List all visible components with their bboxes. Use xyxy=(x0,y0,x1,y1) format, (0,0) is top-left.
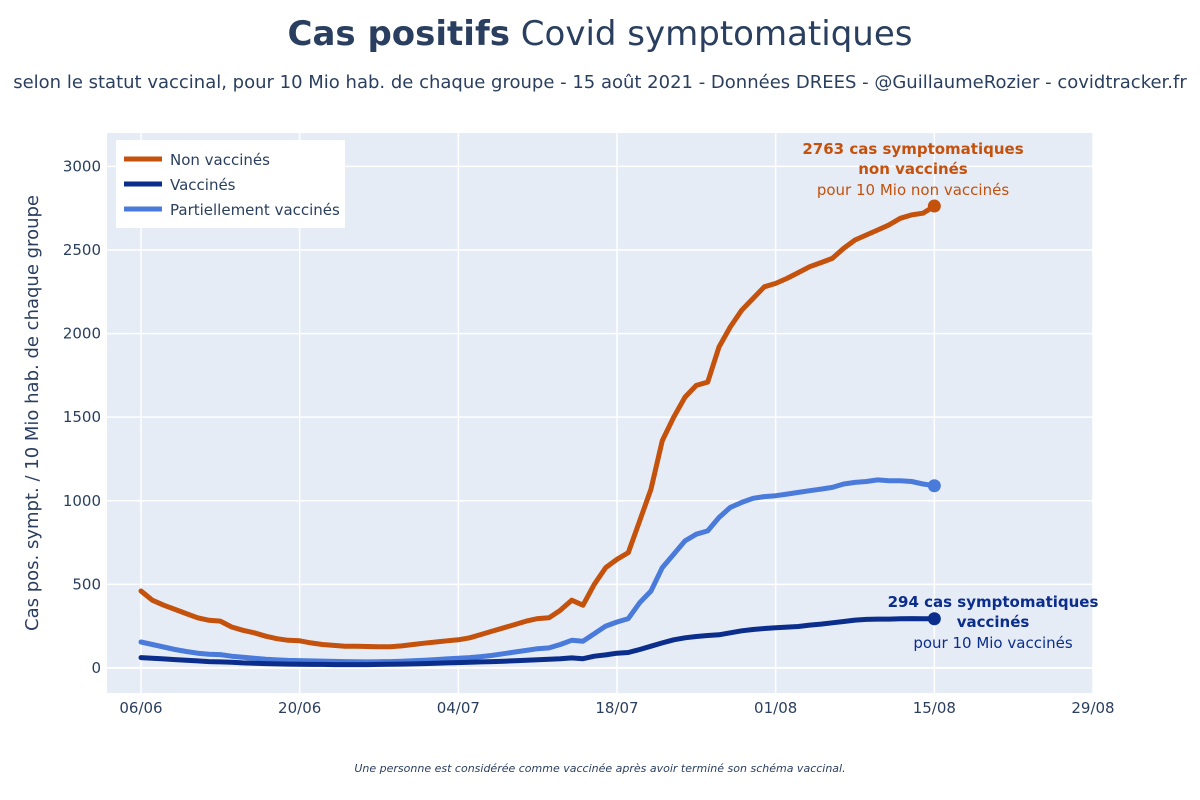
y-tick-label: 0 xyxy=(91,659,101,677)
y-tick-label: 1000 xyxy=(63,492,101,510)
legend-label-vaccines[interactable]: Vaccinés xyxy=(170,176,236,194)
chart-title: Cas positifs Covid symptomatiques xyxy=(0,14,1200,54)
series-endpoint-non-vaccines[interactable] xyxy=(927,199,941,213)
annotation-line3-vaccines: pour 10 Mio vaccinés xyxy=(913,634,1073,652)
x-tick-label: 18/07 xyxy=(595,699,638,717)
chart-title-bold: Cas positifs xyxy=(287,14,511,54)
legend-label-partiels[interactable]: Partiellement vaccinés xyxy=(170,201,340,219)
series-endpoint-vaccines[interactable] xyxy=(927,612,941,626)
footnote: Une personne est considérée comme vaccin… xyxy=(354,762,846,775)
legend[interactable]: Non vaccinés Vaccinés Partiellement vacc… xyxy=(116,140,345,228)
annotation-line2-non-vaccines: non vaccinés xyxy=(858,160,968,178)
x-tick-label: 15/08 xyxy=(913,699,956,717)
y-tick-label: 2000 xyxy=(63,325,101,343)
x-tick-label: 20/06 xyxy=(278,699,321,717)
annotation-layer: 2763 cas symptomatiques non vaccinés pour … xyxy=(802,140,1098,652)
x-tick-label: 29/08 xyxy=(1071,699,1114,717)
y-tick-label: 2500 xyxy=(63,241,101,259)
x-tick-label: 01/08 xyxy=(754,699,797,717)
series-endpoint-partiels[interactable] xyxy=(927,479,941,493)
series-line-non-vaccines[interactable] xyxy=(138,203,937,650)
annotation-line1-vaccines: 294 cas symptomatiques xyxy=(888,593,1099,611)
x-tick-label: 04/07 xyxy=(437,699,480,717)
series-line-partiels[interactable] xyxy=(138,477,937,665)
series-layer xyxy=(138,199,941,668)
annotation-line3-non-vaccines: pour 10 Mio non vaccinés xyxy=(817,181,1009,199)
chart-subtitle: selon le statut vaccinal, pour 10 Mio ha… xyxy=(13,72,1187,93)
y-axis-label: Cas pos. sympt. / 10 Mio hab. de chaque … xyxy=(22,195,43,631)
y-tick-label: 3000 xyxy=(63,157,101,175)
tick-layer: 06/06 20/06 04/07 18/07 01/08 15/08 29/08 0 500 1… xyxy=(63,157,1115,717)
chart-title-rest: Covid symptomatiques xyxy=(510,14,913,54)
annotation-line1-non-vaccines: 2763 cas symptomatiques xyxy=(802,140,1023,158)
legend-label-non-vaccines[interactable]: Non vaccinés xyxy=(170,151,270,169)
series-line-vaccines[interactable] xyxy=(138,616,937,668)
x-tick-label: 06/06 xyxy=(119,699,162,717)
annotation-line2-vaccines: vaccinés xyxy=(957,613,1030,631)
y-tick-label: 1500 xyxy=(63,408,101,426)
y-tick-label: 500 xyxy=(72,575,101,593)
grid-layer xyxy=(107,133,1094,693)
